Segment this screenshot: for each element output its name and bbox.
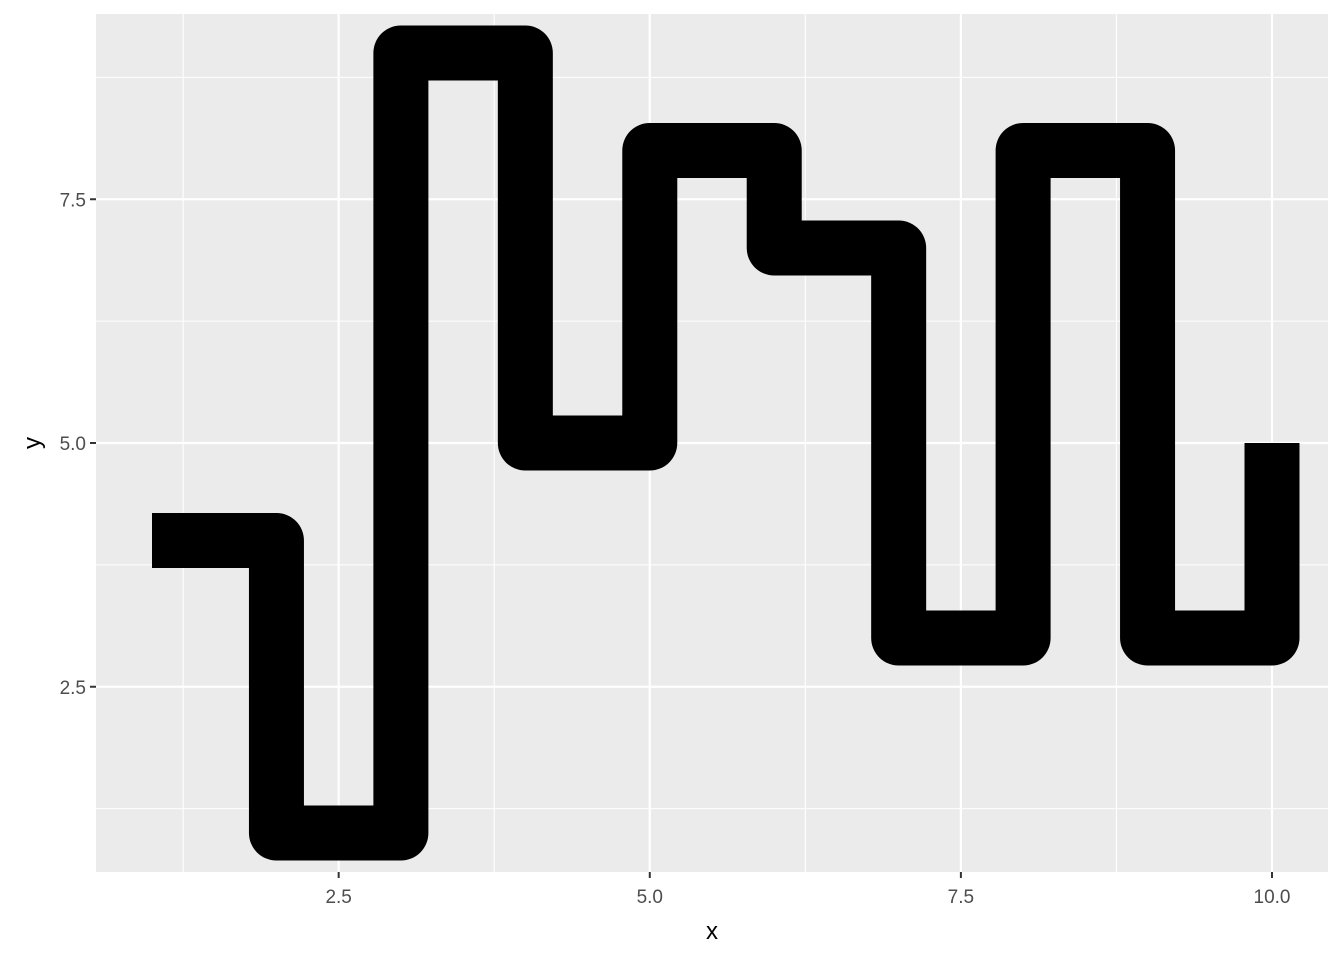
y-axis: 2.5 5.0 7.5 (60, 190, 96, 699)
y-tick-label: 5.0 (60, 434, 86, 455)
x-axis: 2.5 5.0 7.5 10.0 (325, 872, 1290, 908)
x-tick-label: 2.5 (325, 887, 351, 908)
x-tick-label: 5.0 (637, 887, 663, 908)
x-tick-label: 10.0 (1254, 887, 1291, 908)
x-tick-label: 7.5 (948, 887, 974, 908)
x-axis-title: x (706, 918, 718, 945)
series-layer (152, 25, 1300, 861)
y-axis-title: y (19, 437, 46, 449)
y-tick-label: 2.5 (60, 678, 86, 699)
y-tick-label: 7.5 (60, 190, 86, 211)
step-line (152, 25, 1300, 861)
